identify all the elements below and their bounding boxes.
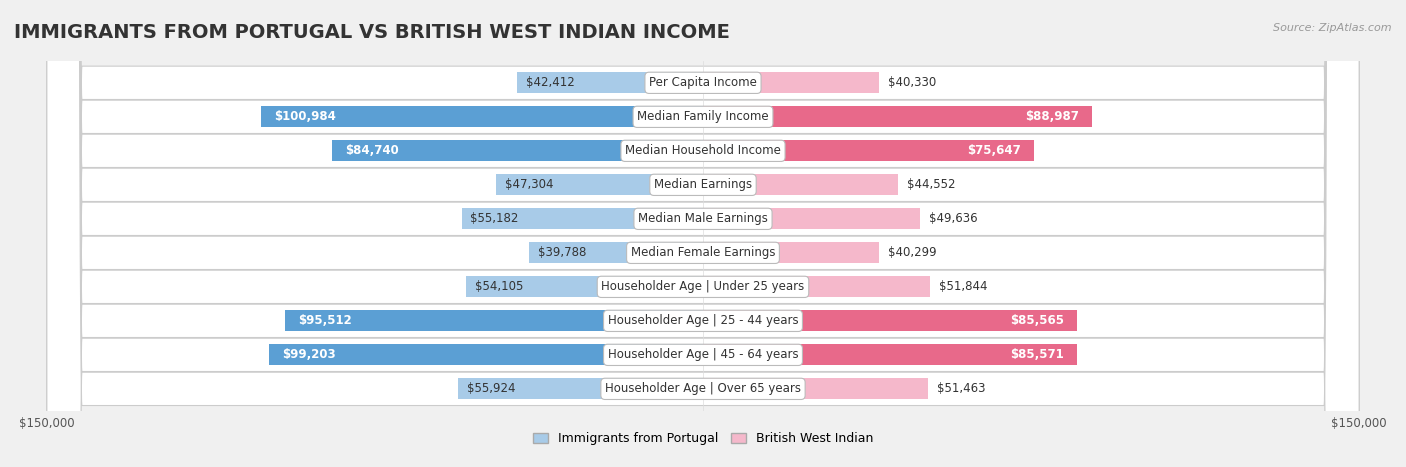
Bar [703, 242, 879, 263]
Bar [703, 344, 1077, 365]
Legend: Immigrants from Portugal, British West Indian: Immigrants from Portugal, British West I… [527, 427, 879, 450]
Bar [461, 208, 703, 229]
Text: Per Capita Income: Per Capita Income [650, 76, 756, 89]
Text: Householder Age | 45 - 64 years: Householder Age | 45 - 64 years [607, 348, 799, 361]
Text: $54,105: $54,105 [475, 280, 523, 293]
Text: $40,330: $40,330 [889, 76, 936, 89]
FancyBboxPatch shape [46, 0, 1360, 467]
FancyBboxPatch shape [46, 0, 1360, 467]
Text: Householder Age | Over 65 years: Householder Age | Over 65 years [605, 382, 801, 396]
Bar [467, 276, 703, 297]
Bar [703, 310, 1077, 332]
Bar [517, 72, 703, 93]
Text: Median Family Income: Median Family Income [637, 110, 769, 123]
FancyBboxPatch shape [46, 0, 1360, 467]
Bar [703, 208, 920, 229]
FancyBboxPatch shape [46, 0, 1360, 467]
Bar [458, 378, 703, 399]
Text: IMMIGRANTS FROM PORTUGAL VS BRITISH WEST INDIAN INCOME: IMMIGRANTS FROM PORTUGAL VS BRITISH WEST… [14, 23, 730, 42]
Bar [332, 140, 703, 162]
Text: $75,647: $75,647 [967, 144, 1021, 157]
Text: $84,740: $84,740 [346, 144, 399, 157]
FancyBboxPatch shape [46, 0, 1360, 467]
Text: $40,299: $40,299 [889, 246, 936, 259]
Text: $85,571: $85,571 [1011, 348, 1064, 361]
Text: $51,463: $51,463 [936, 382, 986, 396]
Text: Householder Age | 25 - 44 years: Householder Age | 25 - 44 years [607, 314, 799, 327]
Text: Householder Age | Under 25 years: Householder Age | Under 25 years [602, 280, 804, 293]
Text: $44,552: $44,552 [907, 178, 955, 191]
Text: Median Female Earnings: Median Female Earnings [631, 246, 775, 259]
Text: $42,412: $42,412 [526, 76, 575, 89]
Bar [703, 378, 928, 399]
FancyBboxPatch shape [46, 0, 1360, 467]
FancyBboxPatch shape [46, 0, 1360, 467]
Text: $39,788: $39,788 [537, 246, 586, 259]
Bar [703, 174, 898, 195]
Text: Median Household Income: Median Household Income [626, 144, 780, 157]
Text: Source: ZipAtlas.com: Source: ZipAtlas.com [1274, 23, 1392, 33]
Text: $49,636: $49,636 [929, 212, 977, 226]
Bar [262, 106, 703, 127]
Text: $88,987: $88,987 [1025, 110, 1080, 123]
Text: Median Earnings: Median Earnings [654, 178, 752, 191]
Text: $100,984: $100,984 [274, 110, 336, 123]
FancyBboxPatch shape [46, 0, 1360, 467]
Bar [703, 276, 929, 297]
FancyBboxPatch shape [46, 0, 1360, 467]
Text: $47,304: $47,304 [505, 178, 554, 191]
Text: $85,565: $85,565 [1010, 314, 1064, 327]
Text: $95,512: $95,512 [298, 314, 352, 327]
Text: $55,182: $55,182 [471, 212, 519, 226]
Bar [496, 174, 703, 195]
Text: $99,203: $99,203 [283, 348, 336, 361]
Bar [529, 242, 703, 263]
Bar [703, 140, 1033, 162]
FancyBboxPatch shape [46, 0, 1360, 467]
Bar [703, 106, 1092, 127]
Text: $51,844: $51,844 [939, 280, 987, 293]
Bar [703, 72, 879, 93]
Bar [269, 344, 703, 365]
Text: $55,924: $55,924 [467, 382, 516, 396]
Bar [285, 310, 703, 332]
Text: Median Male Earnings: Median Male Earnings [638, 212, 768, 226]
